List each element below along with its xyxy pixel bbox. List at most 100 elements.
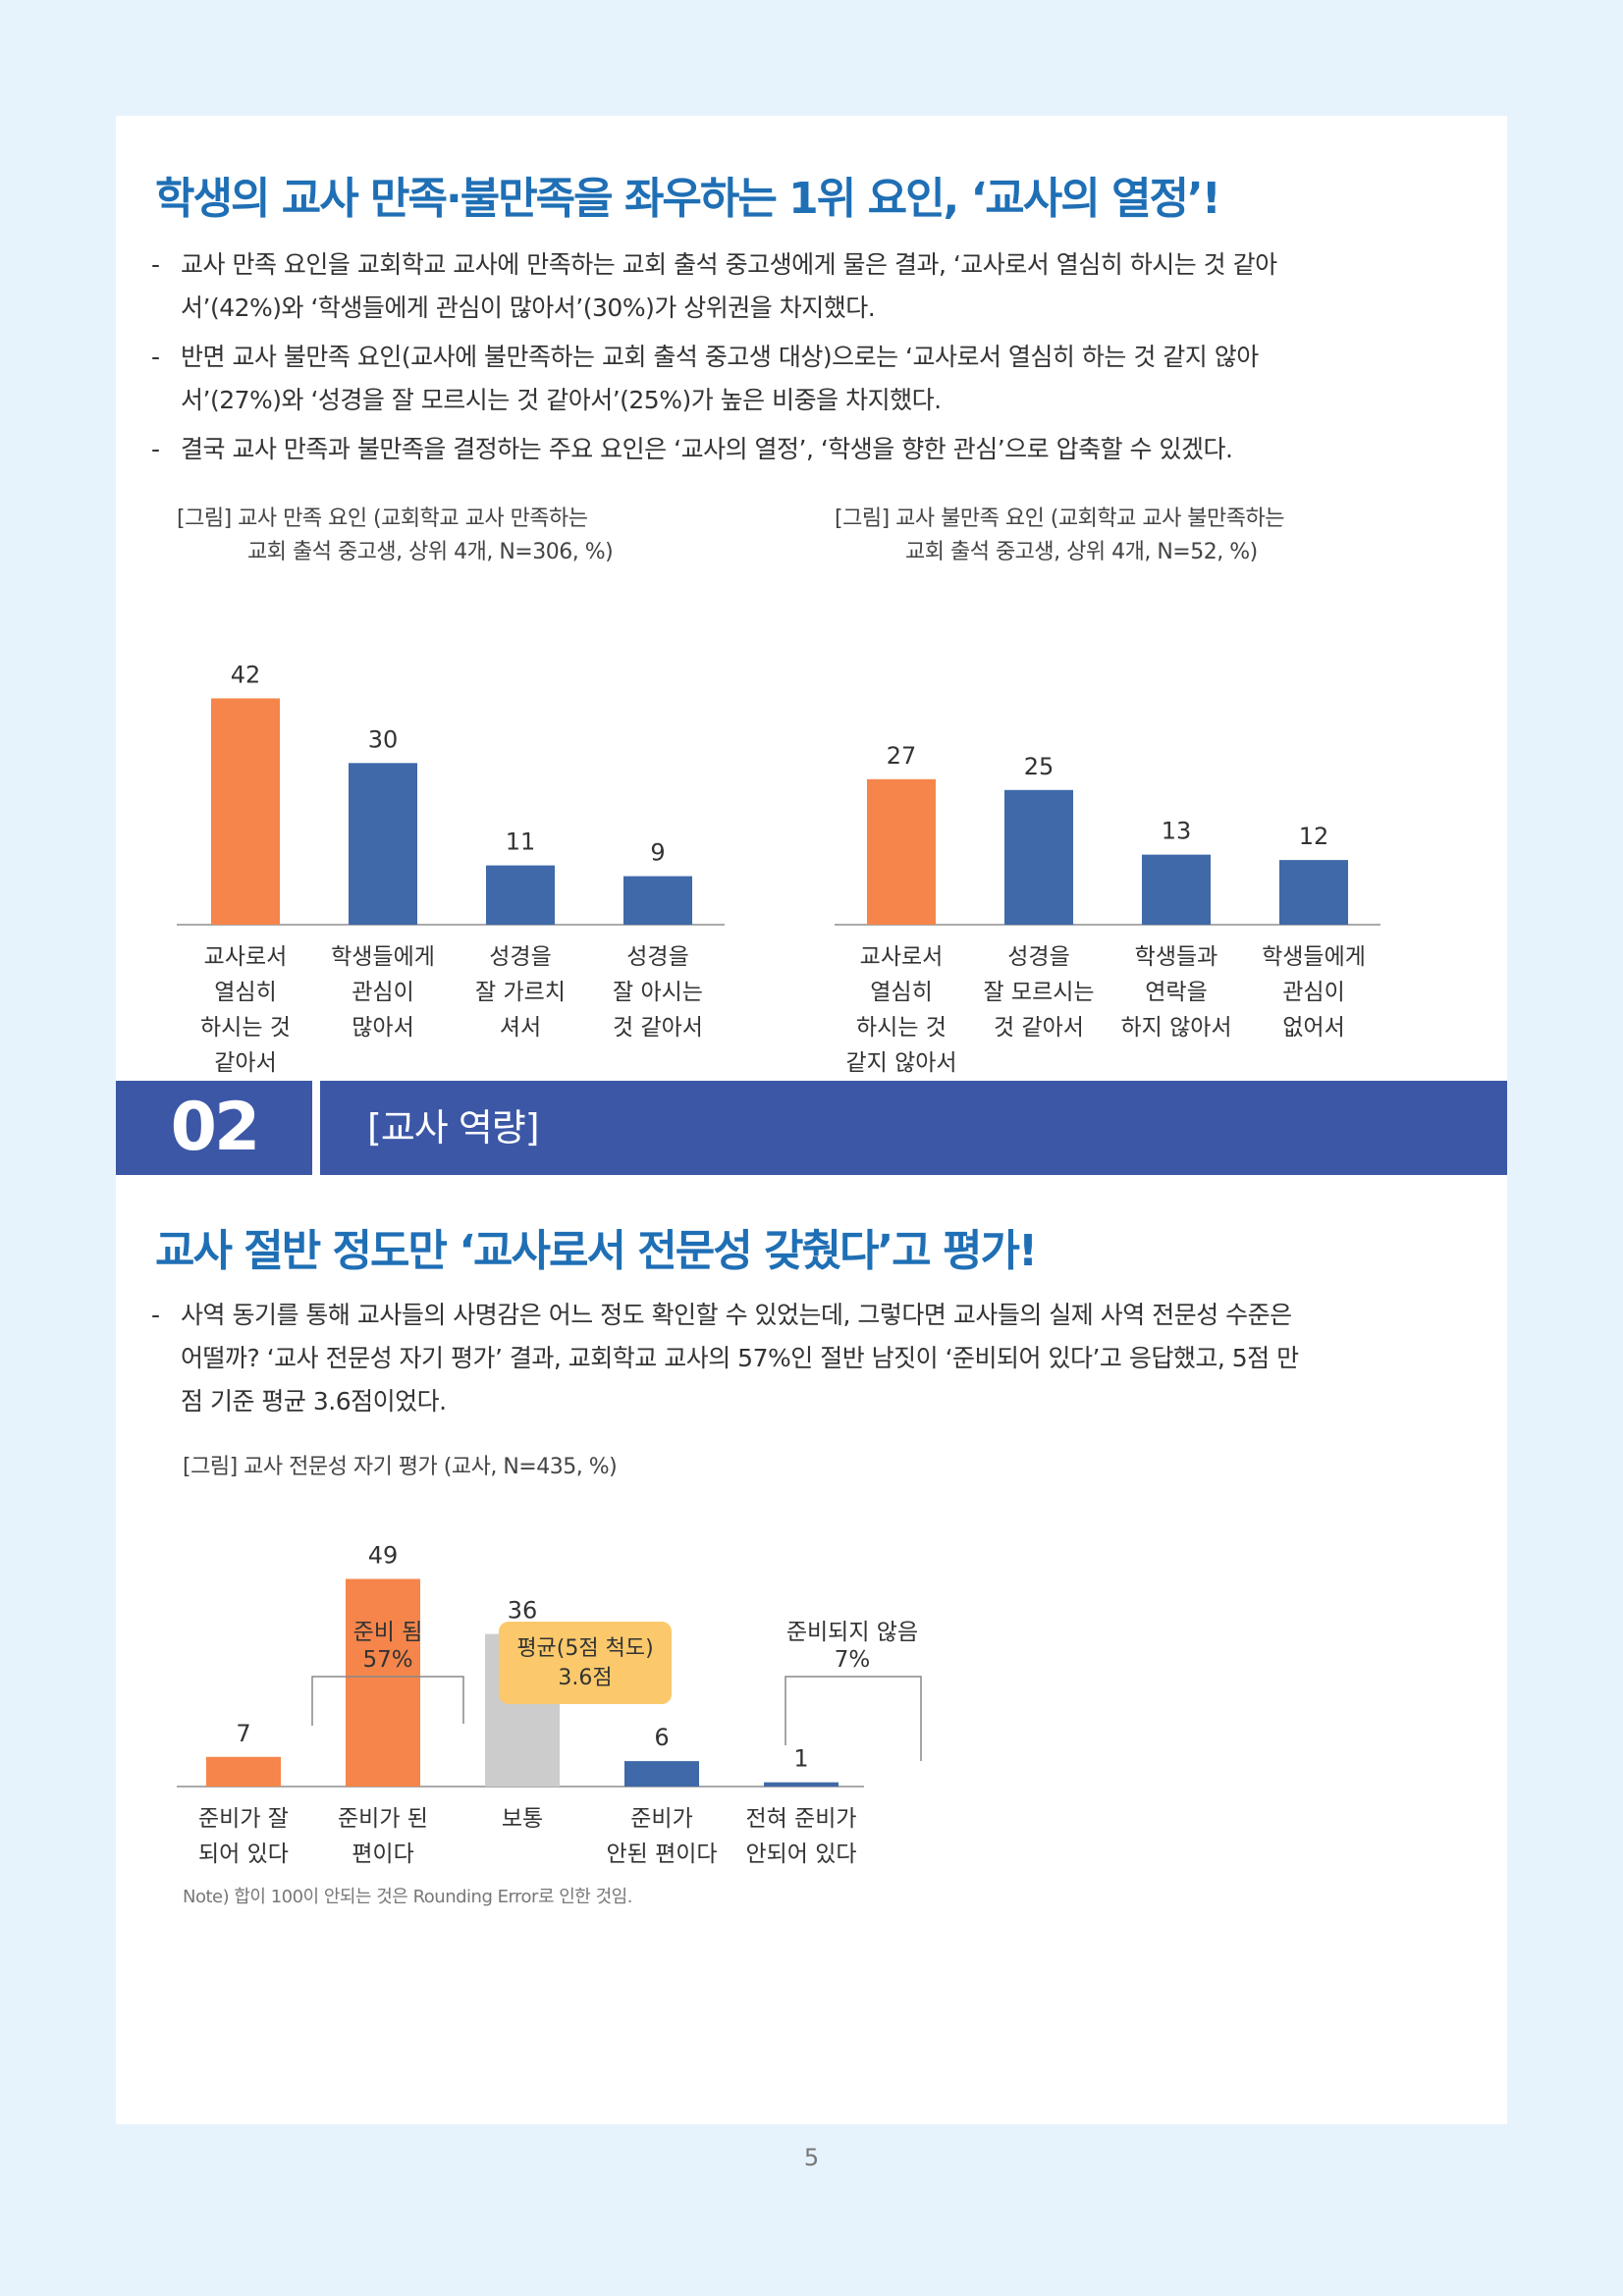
category-label-1-3: 하시는 것: [200, 1015, 291, 1041]
category-label-3-3: 하지 않아서: [1120, 1015, 1231, 1041]
category-label-5-2: 안되어 있다: [745, 1842, 856, 1867]
ready-label: 준비 됨: [353, 1620, 423, 1645]
bar-value-4: 9: [650, 839, 665, 867]
category-label-2-1: 학생들에게: [331, 944, 435, 970]
category-label-4-3: 것 같아서: [613, 1015, 703, 1041]
category-label-4-2: 잘 아시는: [613, 980, 703, 1005]
bar-2: [346, 1578, 420, 1787]
category-label-2-3: 것 같아서: [994, 1015, 1084, 1041]
bullet-dash: -: [151, 343, 160, 371]
category-label-2-2: 편이다: [352, 1842, 413, 1867]
category-label-1-4: 같지 않아서: [845, 1050, 956, 1076]
chart1-caption: [그림] 교사 만족 요인 (교회학교 교사 만족하는 교회 출석 중고생, 상…: [177, 507, 614, 564]
bar-1: [867, 778, 936, 925]
category-label-3-1: 보통: [502, 1806, 543, 1832]
category-label-1-1: 교사로서: [204, 944, 288, 970]
mean-box: [499, 1622, 672, 1704]
s1-bullet-1-line-1: 교사 만족 요인을 교회학교 교사에 만족하는 교회 출석 중고생에게 물은 결…: [181, 250, 1277, 279]
bar-4: [1279, 860, 1348, 925]
category-label-4-1: 준비가: [630, 1806, 692, 1832]
not-ready-label: 준비되지 않음: [786, 1620, 918, 1645]
ready-value: 57%: [362, 1647, 412, 1673]
chart3-note: Note) 합이 100이 안되는 것은 Rounding Error로 인한 …: [183, 1887, 632, 1907]
s1-bullet-3-line-1: 결국 교사 만족과 불만족을 결정하는 주요 요인은 ‘교사의 열정’, ‘학생…: [181, 435, 1233, 463]
category-label-3-1: 학생들과: [1135, 944, 1218, 970]
not-ready-value: 7%: [835, 1647, 871, 1673]
mean-label: 평균(5점 척도): [516, 1636, 653, 1661]
s1-bullet-2-line-2: 서’(27%)와 ‘성경을 잘 모르시는 것 같아서’(25%)가 높은 비중을…: [181, 386, 942, 414]
bullet-dash: -: [151, 1301, 160, 1329]
bullet-dash: -: [151, 435, 160, 463]
bar-value-5: 1: [793, 1745, 808, 1773]
category-label-1-4: 같아서: [214, 1050, 276, 1076]
page: 학생의 교사 만족·불만족을 좌우하는 1위 요인, ‘교사의 열정’! - 교사…: [116, 116, 1507, 2124]
chart2-caption: [그림] 교사 불만족 요인 (교회학교 교사 불만족하는 교회 출석 중고생,…: [835, 507, 1285, 564]
bar-value-3: 36: [508, 1597, 538, 1625]
bar-3: [1142, 854, 1211, 925]
bar-value-3: 13: [1162, 818, 1192, 845]
section-bar: 02 [교사 역량]: [116, 1081, 1507, 1175]
bar-4: [623, 876, 692, 925]
category-label-2-1: 성경을: [1007, 944, 1069, 970]
category-label-2-2: 관심이: [352, 980, 413, 1005]
bar-value-1: 27: [887, 742, 917, 770]
bar-3: [486, 865, 555, 925]
category-label-1-2: 열심히: [870, 980, 932, 1005]
category-label-3-3: 셔서: [500, 1015, 541, 1041]
category-label-4-2: 안된 편이다: [606, 1842, 717, 1867]
s1-bullet-3: - 결국 교사 만족과 불만족을 결정하는 주요 요인은 ‘교사의 열정’, ‘학…: [151, 428, 1477, 471]
category-label-1-2: 되어 있다: [198, 1842, 289, 1867]
bar-value-2: 49: [368, 1541, 399, 1569]
category-label-4-2: 관심이: [1282, 980, 1344, 1005]
category-label-1-3: 하시는 것: [856, 1015, 947, 1041]
chart3-caption: [그림] 교사 전문성 자기 평가 (교사, N=435, %): [183, 1455, 618, 1479]
bar-1: [206, 1756, 281, 1787]
category-label-3-2: 잘 가르치: [475, 980, 566, 1005]
category-label-2-3: 많아서: [352, 1015, 413, 1041]
category-label-4-1: 학생들에게: [1262, 944, 1366, 970]
section-title: [교사 역량]: [367, 1106, 540, 1149]
bar-4: [624, 1761, 699, 1787]
s1-bullet-2-line-1: 반면 교사 불만족 요인(교사에 불만족하는 교회 출석 중고생 대상)으로는 …: [181, 343, 1259, 371]
s1-bullet-2: - 반면 교사 불만족 요인(교사에 불만족하는 교회 출석 중고생 대상)으로는…: [151, 336, 1477, 422]
bar-1: [211, 698, 280, 925]
section2-bullets: - 사역 동기를 통해 교사들의 사명감은 어느 정도 확인할 수 있었는데, 그…: [151, 1294, 1477, 1429]
s2-bullet-1: - 사역 동기를 통해 교사들의 사명감은 어느 정도 확인할 수 있었는데, 그…: [151, 1294, 1477, 1423]
bar-value-4: 6: [654, 1724, 669, 1751]
s2-bullet-1-line-1: 사역 동기를 통해 교사들의 사명감은 어느 정도 확인할 수 있었는데, 그렇…: [181, 1301, 1292, 1329]
category-label-1-1: 준비가 잘: [198, 1806, 289, 1832]
s2-bullet-1-line-2: 어떨까? ‘교사 전문성 자기 평가’ 결과, 교회학교 교사의 57%인 절반…: [181, 1344, 1299, 1372]
category-label-2-2: 잘 모르시는: [983, 980, 1094, 1005]
category-label-5-1: 전혀 준비가: [745, 1806, 856, 1832]
s1-bullet-1-line-2: 서’(42%)와 ‘학생들에게 관심이 많아서’(30%)가 상위권을 차지했다…: [181, 294, 876, 322]
bar-value-4: 12: [1299, 823, 1329, 850]
section2-heading: 교사 절반 정도만 ‘교사로서 전문성 갖췄다’고 평가!: [155, 1226, 1038, 1276]
bar-5: [764, 1782, 839, 1787]
category-label-3-2: 연락을: [1145, 980, 1207, 1005]
category-label-3-1: 성경을: [489, 944, 551, 970]
section-number: 02: [170, 1089, 261, 1166]
section-separator: [312, 1081, 320, 1175]
bar-value-1: 42: [231, 661, 261, 688]
category-label-1-1: 교사로서: [860, 944, 944, 970]
bar-value-2: 25: [1024, 753, 1055, 780]
section1-bullets: - 교사 만족 요인을 교회학교 교사에 만족하는 교회 출석 중고생에게 물은 …: [151, 243, 1477, 477]
category-label-4-3: 없어서: [1282, 1015, 1344, 1041]
category-label-4-1: 성경을: [626, 944, 688, 970]
bar-2: [1004, 789, 1073, 925]
s1-bullet-1: - 교사 만족 요인을 교회학교 교사에 만족하는 교회 출석 중고생에게 물은 …: [151, 243, 1477, 330]
category-label-2-1: 준비가 된: [338, 1806, 428, 1832]
bar-value-2: 30: [368, 725, 399, 753]
section1-heading: 학생의 교사 만족·불만족을 좌우하는 1위 요인, ‘교사의 열정’!: [155, 174, 1221, 224]
page-number: 5: [803, 2144, 820, 2171]
bar-2: [349, 763, 417, 925]
category-label-1-2: 열심히: [214, 980, 276, 1005]
bar-value-3: 11: [506, 828, 536, 856]
bullet-dash: -: [151, 250, 160, 279]
s2-bullet-1-line-3: 점 기준 평균 3.6점이었다.: [181, 1387, 447, 1415]
bar-value-1: 7: [236, 1720, 250, 1747]
not-ready-bracket: [784, 1676, 922, 1761]
